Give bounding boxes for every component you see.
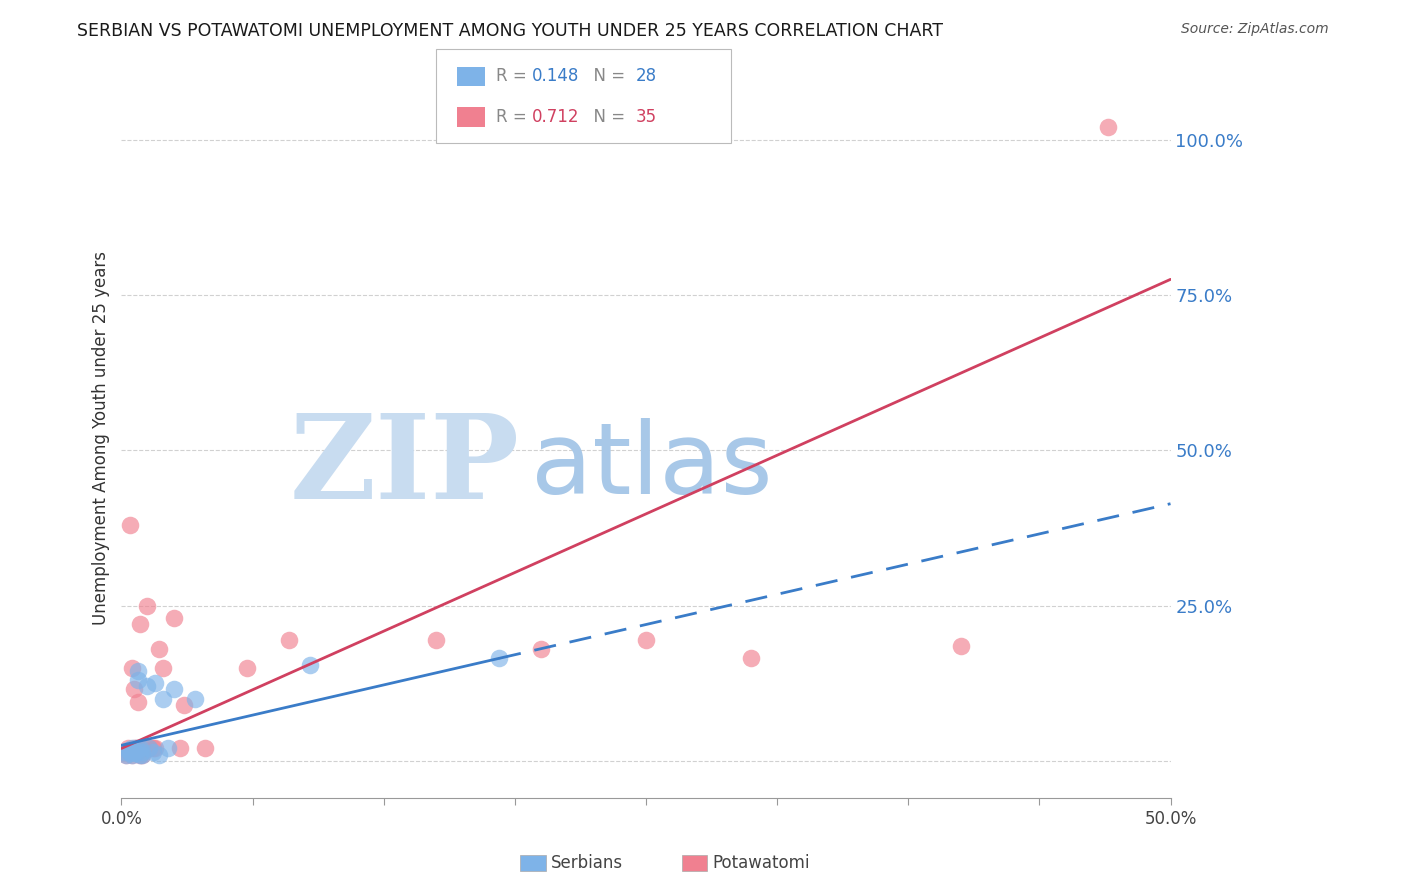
Point [425,632,447,647]
Point [131,741,153,756]
Point [114,747,136,762]
Text: R =: R = [496,68,533,86]
Point [488,651,510,665]
Point [131,747,153,762]
Text: 35: 35 [636,108,657,126]
Point [118,747,141,761]
Point [299,657,322,672]
Point [117,742,139,756]
Point [118,517,141,532]
Point [117,741,139,756]
Point [194,741,217,756]
Text: N =: N = [583,108,631,126]
Point [135,599,157,613]
Text: Source: ZipAtlas.com: Source: ZipAtlas.com [1181,22,1329,37]
Point [634,632,657,647]
Point [121,661,143,675]
Point [1097,120,1119,135]
Point [152,691,174,706]
Point [169,741,191,756]
Point [138,741,160,756]
Point [118,745,141,759]
Point [278,632,301,647]
Y-axis label: Unemployment Among Youth under 25 years: Unemployment Among Youth under 25 years [93,251,110,624]
Point [184,691,207,706]
Point [143,741,166,756]
Point [121,741,143,756]
Point [135,679,157,693]
Text: 0.712: 0.712 [531,108,579,126]
Point [163,611,186,625]
Point [121,747,143,762]
Text: SERBIAN VS POTAWATOMI UNEMPLOYMENT AMONG YOUTH UNDER 25 YEARS CORRELATION CHART: SERBIAN VS POTAWATOMI UNEMPLOYMENT AMONG… [77,22,943,40]
Point [530,642,553,657]
Point [143,676,166,690]
Point [142,741,165,756]
Point [129,747,152,762]
Point [156,741,179,756]
Point [129,741,152,756]
Point [122,745,145,759]
Point [122,682,145,697]
Point [142,745,165,759]
Point [118,745,141,759]
Text: Potawatomi: Potawatomi [713,855,810,872]
Point [173,698,195,712]
Point [148,747,170,762]
Point [740,651,762,665]
Point [122,741,145,756]
Point [131,747,153,762]
Point [125,747,148,761]
Point [125,741,148,756]
Point [148,642,170,657]
Point [129,747,152,762]
Point [121,747,143,762]
Text: R =: R = [496,108,533,126]
Point [129,617,152,632]
Point [125,741,148,756]
Point [163,682,186,697]
Point [138,741,160,756]
Point [112,745,135,759]
Point [127,664,149,678]
Point [122,742,145,756]
Text: 28: 28 [636,68,657,86]
Point [236,661,259,675]
Text: atlas: atlas [530,418,772,515]
Point [127,741,149,756]
Text: Serbians: Serbians [551,855,623,872]
Text: ZIP: ZIP [290,409,520,524]
Point [114,747,136,762]
Point [127,695,149,709]
Point [125,745,148,759]
Point [131,745,153,759]
Point [949,639,972,653]
Text: 0.148: 0.148 [531,68,579,86]
Point [127,673,149,687]
Point [112,745,135,759]
Text: N =: N = [583,68,631,86]
Point [152,661,174,675]
